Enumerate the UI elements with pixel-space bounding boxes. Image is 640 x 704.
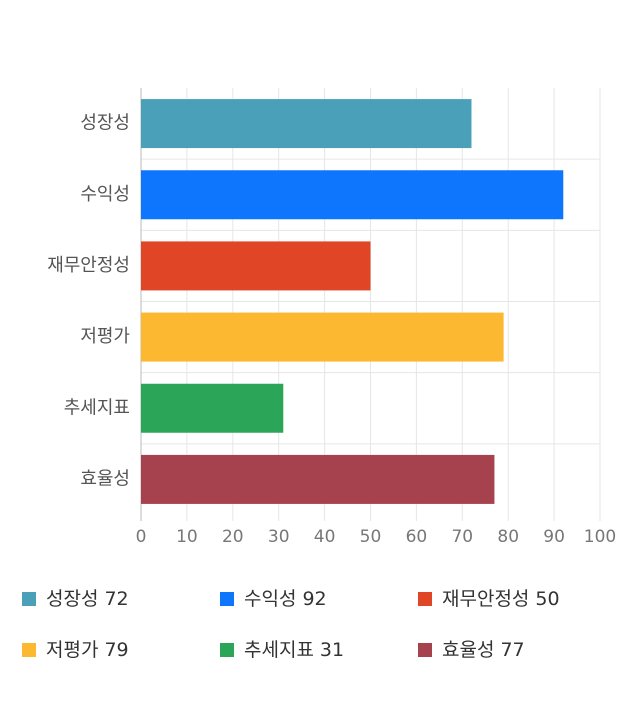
y-tick-label: 효율성 [80,468,130,489]
legend-label: 저평가 79 [46,639,129,661]
x-tick-label: 40 [314,527,336,547]
legend-label: 성장성 72 [46,588,129,610]
legend-value: 79 [104,639,128,661]
legend-swatch [418,643,432,657]
x-tick-label: 10 [176,527,198,547]
bar [141,241,371,291]
y-tick-label: 성장성 [80,113,130,134]
bar [141,383,284,433]
legend-value: 31 [320,639,344,661]
x-tick-label: 90 [543,527,565,547]
legend-label: 수익성 92 [244,588,327,610]
bar [141,312,504,362]
legend-name: 저평가 [46,639,98,661]
x-tick-label: 70 [451,527,473,547]
legend-name: 수익성 [244,588,296,610]
legend-name: 추세지표 [244,639,314,661]
legend-name: 재무안정성 [442,588,529,610]
legend-swatch [418,592,432,606]
legend-name: 효율성 [442,639,494,661]
x-tick-label: 80 [497,527,519,547]
x-tick-label: 20 [222,527,244,547]
x-tick-label: 100 [584,527,616,547]
bar [141,99,472,149]
legend-value: 72 [104,588,128,610]
legend-swatch [22,643,36,657]
y-tick-label: 추세지표 [64,397,130,418]
x-tick-label: 60 [406,527,428,547]
legend-swatch [220,643,234,657]
y-tick-label: 재무안정성 [47,255,130,276]
legend-value: 50 [535,588,559,610]
legend-swatch [22,592,36,606]
x-tick-label: 30 [268,527,290,547]
x-tick-label: 0 [136,527,147,547]
legend-label: 추세지표 31 [244,639,344,661]
legend-value: 92 [302,588,326,610]
bar [141,170,564,220]
legend-value: 77 [500,639,524,661]
legend-label: 효율성 77 [442,639,525,661]
legend-label: 재무안정성 50 [442,588,560,610]
bar [141,454,495,504]
x-tick-label: 50 [360,527,382,547]
legend-name: 성장성 [46,588,98,610]
y-tick-label: 수익성 [80,184,130,205]
y-tick-label: 저평가 [80,326,130,347]
legend-swatch [220,592,234,606]
